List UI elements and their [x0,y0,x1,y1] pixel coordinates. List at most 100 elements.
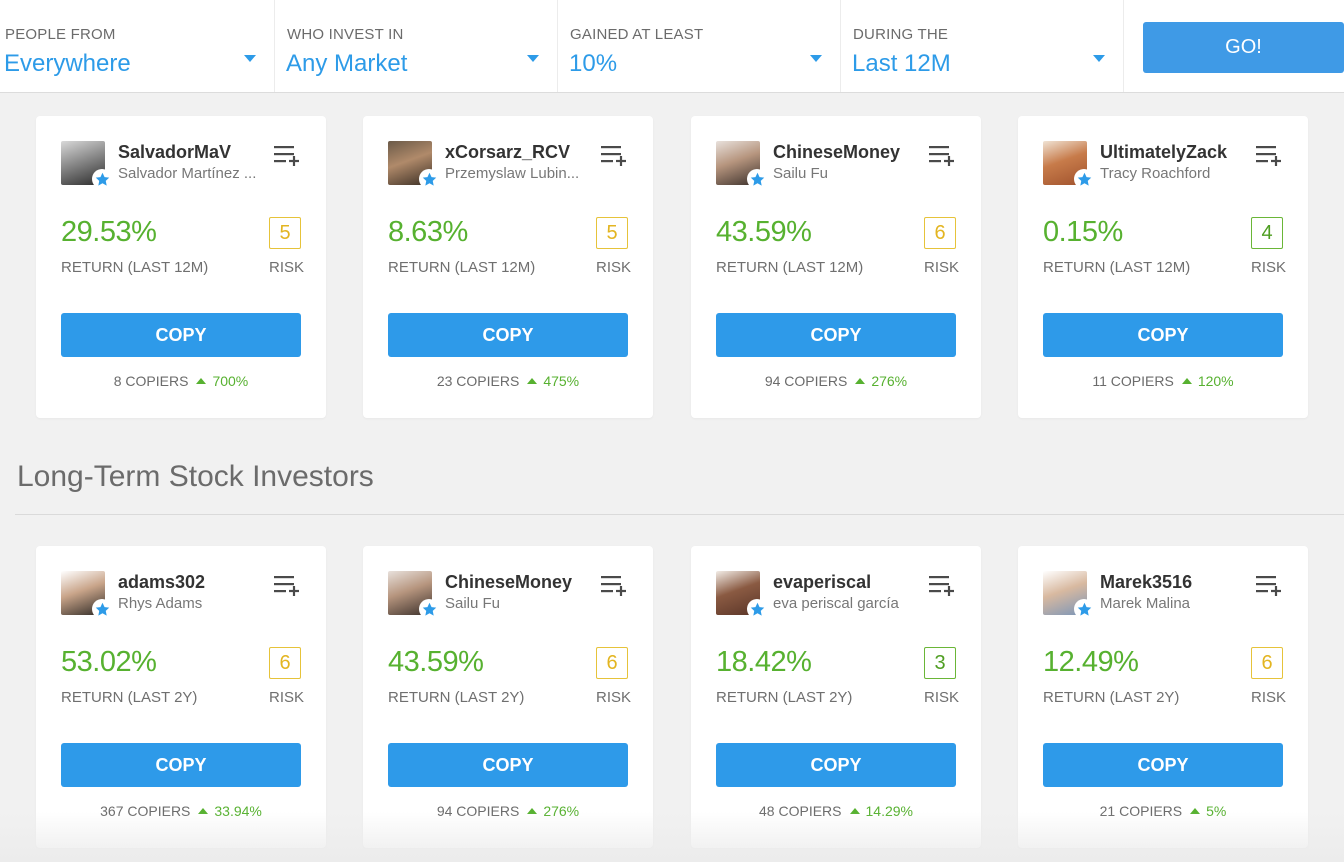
filter-value: Everywhere [4,50,131,77]
triangle-up-icon [198,808,209,814]
username[interactable]: ChineseMoney [773,142,901,162]
filter-label: WHO INVEST IN [287,26,404,43]
risk-label: RISK [924,689,960,706]
username[interactable]: SalvadorMaV [118,142,232,162]
full-name: Marek Malina [1100,595,1191,612]
full-name: Tracy Roachford [1100,165,1211,182]
filter-value: 10% [569,50,618,77]
investor-card: evaperiscal eva periscal garcía 18.42% R… [691,546,981,848]
copiers-count: 23 COPIERS [436,373,520,389]
triangle-up-icon [196,378,207,384]
add-to-list-icon[interactable] [929,144,957,166]
copy-button[interactable]: COPY [716,743,956,787]
copy-button[interactable]: COPY [1043,743,1283,787]
full-name: Sailu Fu [773,165,829,182]
risk-score: 6 [924,217,956,249]
username[interactable]: evaperiscal [773,572,872,592]
copy-button[interactable]: COPY [388,743,628,787]
return-label: RETURN (LAST 12M) [716,259,864,276]
copiers-stats: 94 COPIERS 276% [363,803,653,819]
username[interactable]: Marek3516 [1100,572,1193,592]
investor-card: ChineseMoney Sailu Fu 43.59% RETURN (LAS… [363,546,653,848]
triangle-up-icon [855,378,866,384]
copiers-count: 48 COPIERS [759,803,842,819]
avatar[interactable] [716,571,767,619]
copy-button[interactable]: COPY [1043,313,1283,357]
risk-label: RISK [596,689,632,706]
copiers-stats: 8 COPIERS 700% [36,373,326,389]
copiers-gain: 700% [212,373,249,389]
return-label: RETURN (LAST 2Y) [1043,689,1180,706]
section-divider [15,514,1344,515]
full-name: eva periscal garcía [773,595,899,612]
username[interactable]: adams302 [118,572,206,592]
avatar[interactable] [1043,571,1094,619]
filter-bar: PEOPLE FROM Everywhere WHO INVEST IN Any… [0,0,1344,93]
section-title: Long-Term Stock Investors [17,460,374,493]
avatar[interactable] [1043,141,1094,189]
username[interactable]: UltimatelyZack [1100,142,1228,162]
add-to-list-icon[interactable] [1256,574,1284,596]
add-to-list-icon[interactable] [274,574,302,596]
return-label: RETURN (LAST 2Y) [716,689,853,706]
return-value: 0.15% [1043,216,1123,248]
copiers-gain: 120% [1197,373,1234,389]
return-value: 43.59% [388,646,484,678]
copiers-gain: 276% [543,803,580,819]
add-to-list-icon[interactable] [274,144,302,166]
triangle-up-icon [527,808,538,814]
copy-button[interactable]: COPY [388,313,628,357]
return-label: RETURN (LAST 12M) [388,259,536,276]
star-icon [747,599,767,619]
star-icon [1074,599,1094,619]
add-to-list-icon[interactable] [1256,144,1284,166]
copiers-count: 94 COPIERS [764,373,848,389]
add-to-list-icon[interactable] [601,574,629,596]
copy-button[interactable]: COPY [61,743,301,787]
avatar[interactable] [61,141,112,189]
risk-label: RISK [269,259,305,276]
return-value: 43.59% [716,216,812,248]
triangle-up-icon [1190,808,1201,814]
return-label: RETURN (LAST 2Y) [61,689,198,706]
filter-people-from[interactable]: PEOPLE FROM Everywhere [0,0,275,92]
add-to-list-icon[interactable] [929,574,957,596]
return-value: 53.02% [61,646,157,678]
risk-label: RISK [596,259,632,276]
filter-during-the[interactable]: DURING THE Last 12M [848,0,1124,92]
copiers-gain: 5% [1206,803,1227,819]
avatar[interactable] [388,571,439,619]
avatar[interactable] [716,141,767,189]
copy-button[interactable]: COPY [61,313,301,357]
star-icon [419,169,439,189]
copiers-count: 94 COPIERS [436,803,520,819]
star-icon [92,599,112,619]
add-to-list-icon[interactable] [601,144,629,166]
avatar[interactable] [388,141,439,189]
triangle-up-icon [527,378,538,384]
return-label: RETURN (LAST 2Y) [388,689,525,706]
return-value: 12.49% [1043,646,1139,678]
copiers-stats: 367 COPIERS 33.94% [36,803,326,819]
go-button[interactable]: GO! [1143,22,1344,73]
investor-card: adams302 Rhys Adams 53.02% RETURN (LAST … [36,546,326,848]
username[interactable]: xCorsarz_RCV [445,142,571,162]
chevron-down-icon [527,55,539,62]
copy-button[interactable]: COPY [716,313,956,357]
chevron-down-icon [1093,55,1105,62]
filter-label: GAINED AT LEAST [570,26,704,43]
filter-who-invest-in[interactable]: WHO INVEST IN Any Market [282,0,558,92]
username[interactable]: ChineseMoney [445,572,573,592]
investor-card: Marek3516 Marek Malina 12.49% RETURN (LA… [1018,546,1308,848]
star-icon [419,599,439,619]
filter-value: Any Market [286,50,408,77]
avatar[interactable] [61,571,112,619]
risk-score: 4 [1251,217,1283,249]
copiers-count: 367 COPIERS [100,803,191,819]
risk-score: 5 [596,217,628,249]
chevron-down-icon [810,55,822,62]
full-name: Rhys Adams [118,595,203,612]
copiers-stats: 23 COPIERS 475% [363,373,653,389]
triangle-up-icon [849,808,860,814]
filter-gained-at-least[interactable]: GAINED AT LEAST 10% [565,0,841,92]
